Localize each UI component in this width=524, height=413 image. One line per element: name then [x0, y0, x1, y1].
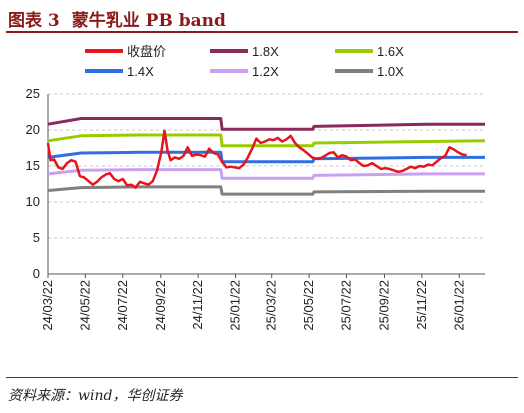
source-note: 资料来源：wind，华创证券	[8, 388, 183, 404]
x-tick-label: 25/03/22	[264, 280, 279, 331]
x-tick-label: 25/01/22	[228, 280, 243, 331]
series-line-收盘价	[46, 129, 467, 189]
source-rule	[6, 377, 518, 378]
figure-label: 图表 3	[8, 10, 60, 31]
legend-label: 1.0X	[377, 64, 404, 79]
figure-title: 蒙牛乳业 PB band	[71, 10, 226, 31]
series-line-1.2X	[47, 168, 485, 180]
chart-title: 图表 3 蒙牛乳业 PB band	[8, 6, 226, 31]
x-tick-label: 24/11/22	[190, 280, 205, 330]
y-tick-label: 5	[33, 230, 40, 245]
x-tick-label: 24/07/22	[115, 280, 130, 331]
x-tick-label: 26/01/22	[451, 280, 466, 331]
series-line-1.0X	[47, 185, 485, 196]
chart-area: 0 5 10 15 20 25 24/03/22 24/05/22 24/07/22 24/09/…	[0, 36, 524, 376]
y-tick-label: 15	[26, 158, 40, 173]
x-tick-label: 24/05/22	[77, 280, 92, 331]
y-tick-label: 10	[26, 194, 40, 209]
x-tick-label: 25/09/22	[376, 280, 391, 331]
title-rule	[6, 31, 518, 33]
y-tick-label: 0	[33, 266, 40, 281]
pb-band-chart: 0 5 10 15 20 25 24/03/22 24/05/22 24/07/22 24/09/…	[26, 44, 486, 331]
y-tick-label: 20	[26, 122, 40, 137]
legend-label: 1.2X	[252, 64, 279, 79]
legend-label: 1.4X	[127, 64, 154, 79]
legend-label: 收盘价	[127, 44, 166, 59]
series-line-1.6X	[47, 133, 486, 148]
y-tick-label: 25	[26, 86, 40, 101]
legend-label: 1.6X	[377, 44, 404, 59]
x-tick-label: 25/11/22	[414, 280, 429, 330]
x-tick-label: 25/07/22	[338, 280, 353, 331]
series-line-1.4X	[47, 150, 485, 164]
x-tick-label: 24/03/22	[40, 280, 55, 331]
legend-label: 1.8X	[252, 44, 279, 59]
x-tick-label: 25/05/22	[301, 280, 316, 331]
x-tick-label: 24/09/22	[153, 280, 168, 331]
series-line-1.8X	[47, 117, 485, 131]
